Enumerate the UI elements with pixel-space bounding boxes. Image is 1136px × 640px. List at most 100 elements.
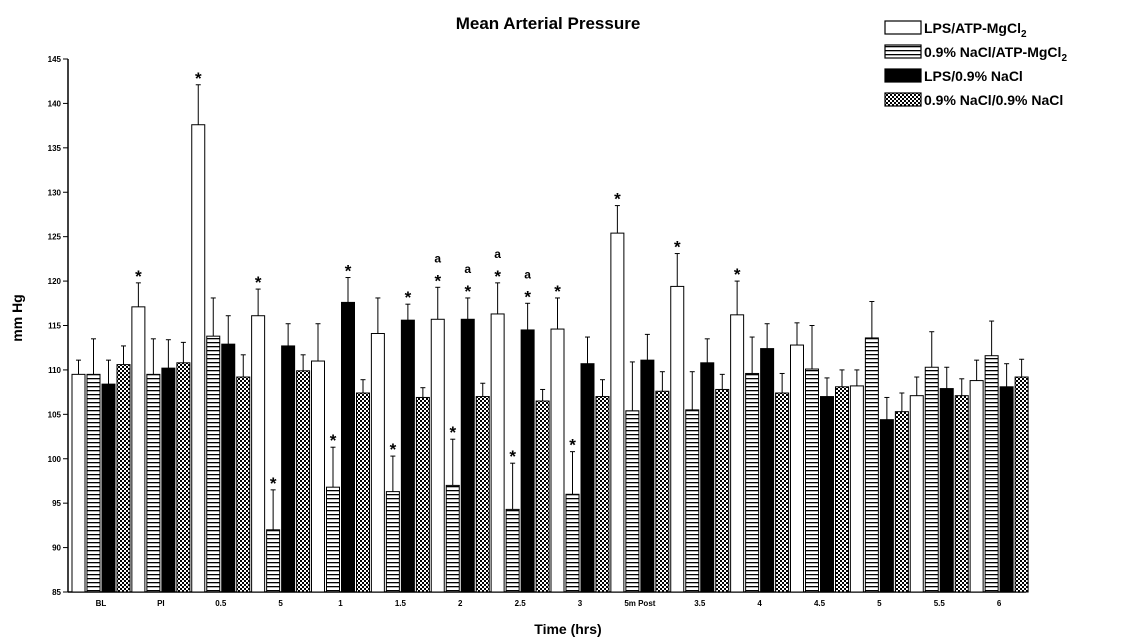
legend: LPS/ATP-MgCl2 0.9% NaCl/ATP-MgCl2 LPS/0.9%…: [884, 20, 1067, 108]
significance-star: *: [405, 288, 412, 307]
significance-star: *: [270, 474, 277, 493]
y-axis-label: mm Hg: [9, 294, 25, 341]
bar: [984, 355, 999, 593]
bar: [565, 493, 580, 593]
x-tick-label: 5: [877, 599, 882, 608]
significance-star: *: [255, 273, 262, 292]
bar: [460, 318, 475, 593]
y-tick-label: 130: [48, 188, 62, 197]
bar: [101, 383, 116, 593]
significance-star: *: [674, 238, 681, 257]
legend-swatch: [884, 68, 922, 83]
significance-letter: a: [524, 267, 531, 281]
significance-star: *: [494, 267, 501, 286]
bar: [176, 362, 191, 593]
bar: [879, 419, 894, 593]
bar: [385, 491, 400, 593]
y-tick-label: 135: [48, 144, 62, 153]
bar: [849, 385, 864, 593]
bar: [939, 388, 954, 593]
x-tick-label: 1.5: [395, 599, 407, 608]
bar: [610, 232, 625, 593]
bar: [864, 337, 879, 593]
bar: [266, 529, 281, 593]
y-tick-label: 95: [52, 499, 61, 508]
y-tick-label: 120: [48, 277, 62, 286]
bar: [400, 319, 415, 593]
chart-title: Mean Arterial Pressure: [456, 14, 641, 33]
bar: [296, 370, 311, 593]
y-tick-label: 110: [48, 366, 61, 375]
x-tick-label: 5m Post: [624, 599, 655, 608]
bar: [326, 486, 340, 593]
x-tick-label: 3.5: [694, 599, 706, 608]
bar: [415, 396, 430, 593]
bar: [520, 329, 535, 593]
significance-star: *: [345, 262, 352, 281]
legend-label: LPS/ATP-MgCl2: [924, 20, 1027, 40]
bar: [790, 344, 804, 593]
bar: [550, 328, 565, 593]
bar: [146, 373, 161, 593]
legend-swatch: [884, 44, 922, 59]
legend-label: 0.9% NaCl/0.9% NaCl: [924, 92, 1063, 108]
bar: [281, 345, 296, 593]
x-tick-label: 6: [997, 599, 1002, 608]
bar: [356, 392, 370, 593]
bar: [430, 318, 445, 593]
bar: [370, 332, 385, 593]
significance-star: *: [554, 282, 561, 301]
bar: [909, 395, 924, 593]
x-tick-label: PI: [157, 599, 165, 608]
bar: [760, 348, 775, 593]
y-tick-label: 85: [52, 588, 61, 597]
legend-label: 0.9% NaCl/ATP-MgCl2: [924, 44, 1067, 64]
x-tick-label: 4.5: [814, 599, 826, 608]
legend-label: LPS/0.9% NaCl: [924, 68, 1023, 84]
bar: [805, 368, 819, 593]
x-tick-label: 5.5: [934, 599, 946, 608]
bar: [580, 363, 595, 593]
bar: [505, 508, 520, 593]
legend-swatch: [884, 92, 922, 107]
bar: [685, 409, 700, 593]
bar: [71, 373, 86, 593]
bar: [745, 372, 760, 593]
bar: [969, 380, 984, 593]
significance-star: *: [135, 267, 142, 286]
bar: [595, 396, 610, 593]
significance-star: *: [464, 282, 471, 301]
bar: [954, 395, 969, 593]
y-tick-label: 140: [48, 99, 62, 108]
significance-star: *: [390, 440, 397, 459]
significance-letter: a: [494, 247, 501, 261]
bar: [1014, 376, 1029, 593]
bar: [715, 388, 730, 593]
significance-letter: a: [464, 262, 471, 276]
significance-star: *: [569, 436, 576, 455]
y-tick-label: 115: [48, 322, 61, 331]
y-tick-label: 100: [48, 455, 62, 464]
significance-star: *: [330, 431, 337, 450]
y-tick-label: 145: [48, 55, 62, 64]
x-axis-label: Time (hrs): [534, 621, 601, 637]
bar: [535, 400, 550, 593]
bar: [625, 410, 640, 593]
bar: [894, 411, 909, 593]
bar: [924, 366, 939, 593]
bar: [730, 314, 745, 593]
bar: [116, 364, 131, 593]
bar: [820, 396, 834, 593]
significance-star: *: [509, 447, 516, 466]
bar: [191, 124, 206, 593]
significance-star: *: [734, 265, 741, 284]
x-tick-label: 5: [278, 599, 283, 608]
bar: [131, 306, 146, 593]
significance-star: *: [524, 287, 531, 306]
significance-star: *: [449, 423, 456, 442]
bar: [835, 386, 849, 593]
y-tick-label: 90: [52, 544, 61, 553]
bar: [445, 484, 460, 593]
